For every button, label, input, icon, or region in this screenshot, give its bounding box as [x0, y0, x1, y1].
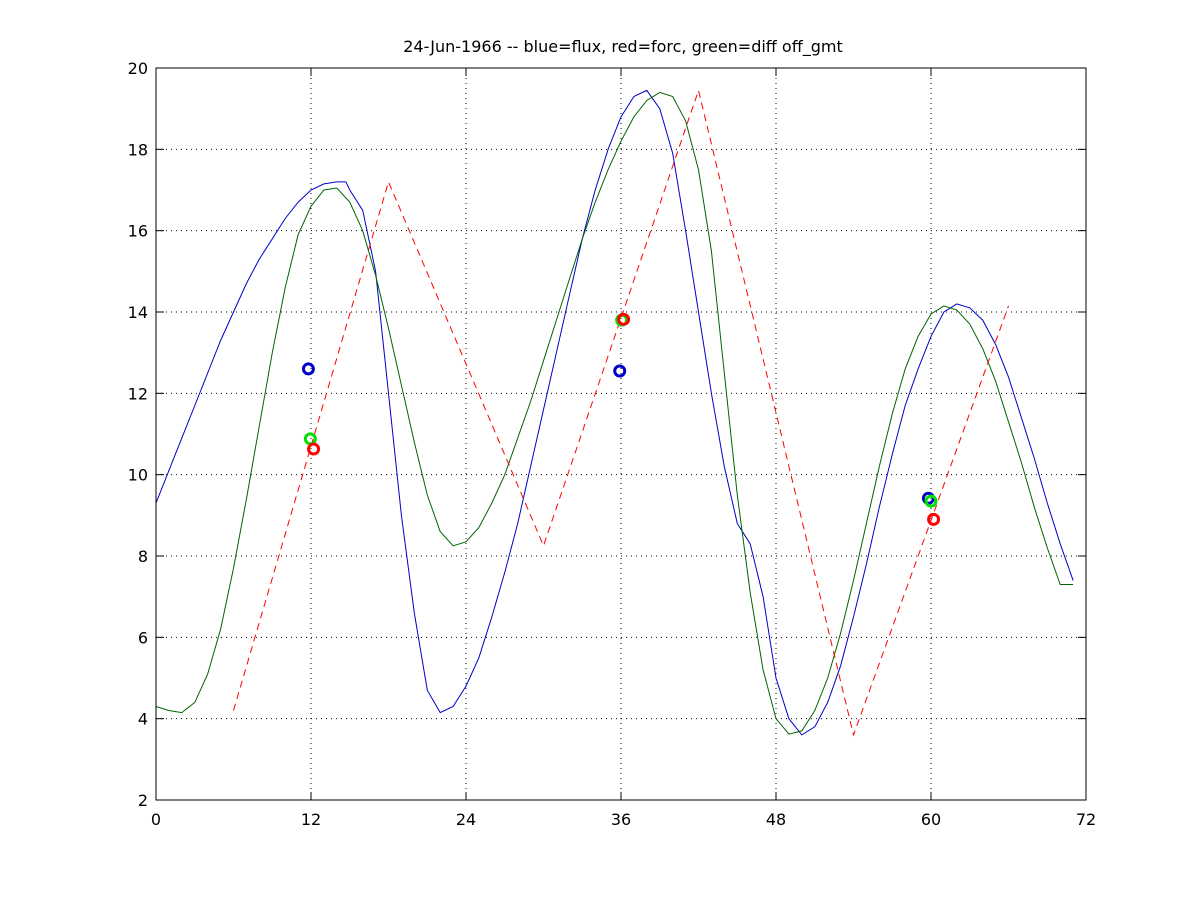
y-tick-label: 4 [138, 710, 148, 729]
marker-layer [301, 312, 941, 526]
series-line [155, 91, 1074, 735]
circle-marker [927, 512, 941, 526]
x-tick-label: 36 [611, 810, 631, 829]
chart-title: 24-Jun-1966 -- blue=flux, red=forc, gree… [403, 37, 843, 57]
y-tick-label: 6 [138, 628, 148, 647]
y-tick-label: 18 [128, 140, 148, 159]
y-tick-labels: 2 4 6 8 10 12 14 16 18 20 [128, 59, 148, 810]
circle-marker [613, 364, 627, 378]
circle-marker [301, 362, 315, 376]
x-tick-label: 60 [921, 810, 941, 829]
y-tick-label: 20 [128, 59, 148, 78]
series-line [233, 88, 1009, 737]
axis-ticks [155, 67, 1087, 801]
x-tick-label: 12 [301, 810, 321, 829]
y-tick-label: 12 [128, 384, 148, 403]
x-tick-label: 48 [766, 810, 786, 829]
y-tick-label: 10 [128, 466, 148, 485]
y-tick-label: 16 [128, 222, 148, 241]
x-tick-label: 72 [1076, 810, 1096, 829]
y-tick-label: 2 [138, 791, 148, 810]
circle-marker [924, 494, 938, 508]
circle-marker [617, 312, 631, 326]
series-line [155, 89, 1074, 736]
y-tick-label: 8 [138, 547, 148, 566]
y-tick-label: 14 [128, 303, 148, 322]
series-layer [155, 88, 1074, 737]
circle-marker [303, 432, 317, 446]
grid-lines [156, 68, 1086, 800]
x-tick-label: 24 [456, 810, 476, 829]
x-tick-labels: 0 12 24 36 48 60 72 [151, 810, 1096, 829]
circle-marker [307, 442, 321, 456]
x-tick-label: 0 [151, 810, 161, 829]
